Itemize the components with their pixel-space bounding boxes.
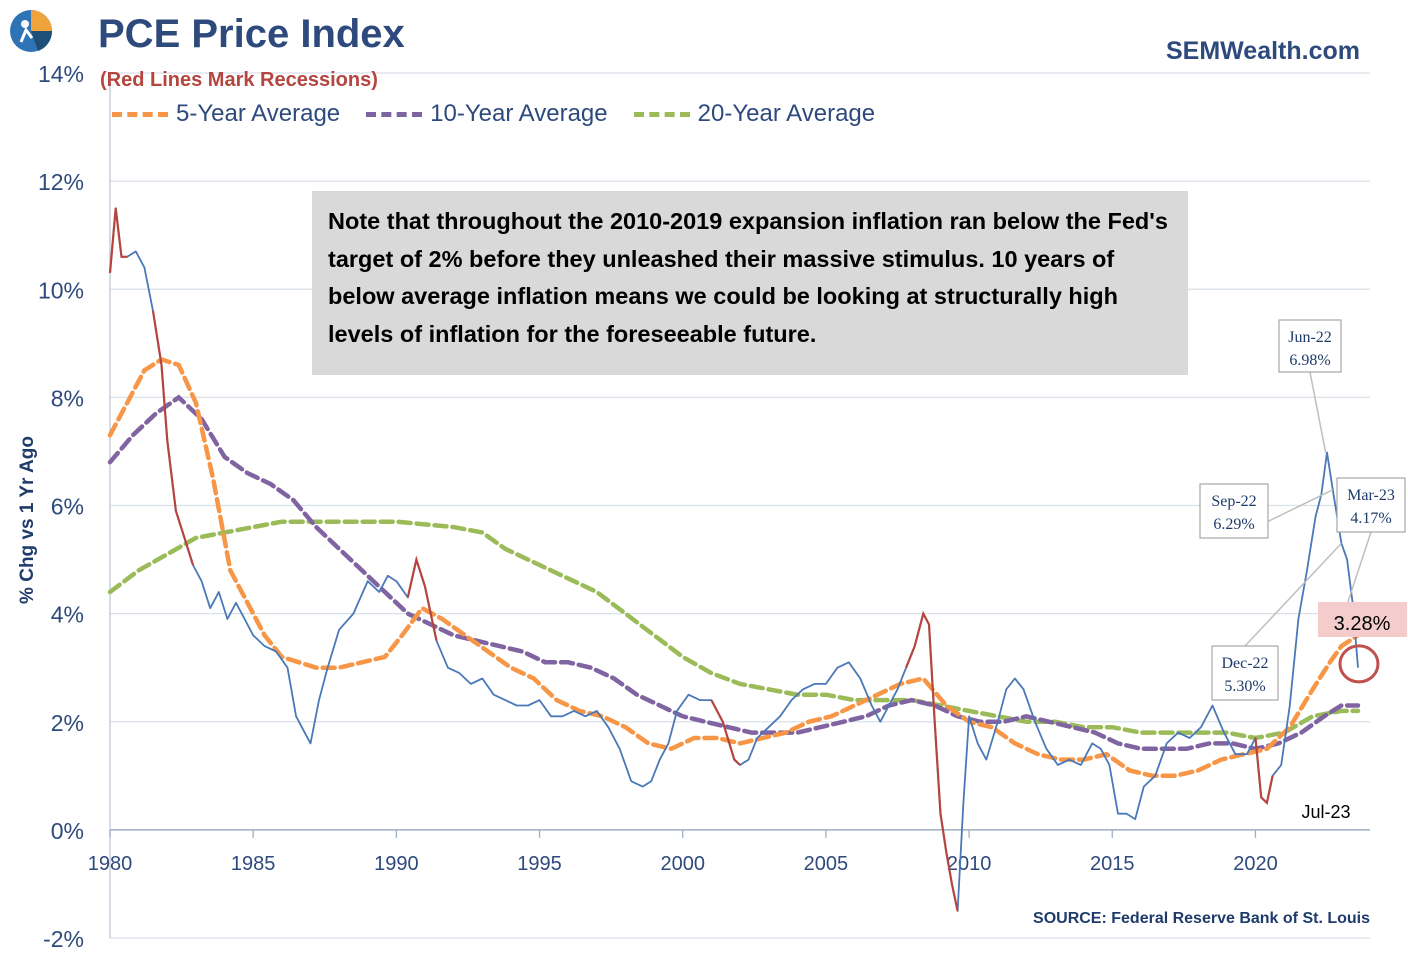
y-tick-label: 10% xyxy=(38,277,84,303)
callout-date: Mar-23 xyxy=(1347,487,1395,504)
callout-date: Dec-22 xyxy=(1221,655,1268,672)
legend-label-20yr: 20-Year Average xyxy=(697,100,876,127)
recession-line xyxy=(905,610,959,912)
legend-label-10yr: 10-Year Average xyxy=(430,100,608,127)
x-tick-label: 2010 xyxy=(947,853,992,875)
source-label: SOURCE: Federal Reserve Bank of St. Loui… xyxy=(1033,910,1370,927)
brand-label: SEMWealth.com xyxy=(1165,37,1360,65)
callout-leader xyxy=(1309,371,1327,453)
legend-label-5yr: 5-Year Average xyxy=(176,100,341,127)
note-box: Note that throughout the 2010-2019 expan… xyxy=(312,191,1188,375)
legend-item-20yr: 20-Year Average xyxy=(633,100,876,128)
series-line-avg5 xyxy=(107,357,1361,779)
callout-value: 4.17% xyxy=(1350,510,1391,527)
x-tick-label: 1995 xyxy=(517,853,562,875)
legend-item-10yr: 10-Year Average xyxy=(366,100,608,128)
x-tick-label: 2015 xyxy=(1090,853,1135,875)
legend-item-5yr: 5-Year Average xyxy=(112,100,340,128)
semwealth-logo-icon xyxy=(10,10,53,52)
y-tick-label: 0% xyxy=(51,818,84,844)
series-line-avg10 xyxy=(107,394,1361,752)
series-line-pce xyxy=(109,207,1359,912)
legend-swatch-10yr xyxy=(366,111,423,117)
y-tick-label: -2% xyxy=(43,926,84,952)
callout-value: 6.29% xyxy=(1213,516,1254,533)
recession-line xyxy=(710,699,741,766)
y-tick-label: 8% xyxy=(51,385,84,411)
recession-line xyxy=(406,555,438,641)
series-line-avg20 xyxy=(107,519,1361,741)
callout-box xyxy=(1211,645,1279,701)
x-tick-label: 2000 xyxy=(660,853,705,875)
y-tick-label: 12% xyxy=(38,169,84,195)
y-tick-label: 2% xyxy=(51,710,84,736)
callout-date: Sep-22 xyxy=(1211,493,1256,510)
callout-value: 5.30% xyxy=(1224,678,1265,695)
recession-line xyxy=(108,208,128,274)
callout-box xyxy=(1278,319,1342,373)
callout-date: Jun-22 xyxy=(1288,329,1332,346)
chart-title: PCE Price Index xyxy=(98,12,405,56)
y-tick-label: 4% xyxy=(51,602,84,628)
x-tick-label: 1985 xyxy=(231,853,276,875)
highlight-box xyxy=(1318,602,1407,637)
legend-swatch-5yr xyxy=(112,111,168,117)
legend: 5-Year Average 10-Year Average 20-Year A… xyxy=(112,100,875,128)
y-tick-label: 6% xyxy=(51,494,84,520)
y-axis-label: % Chg vs 1 Yr Ago xyxy=(17,436,38,604)
chart-subtitle: (Red Lines Mark Recessions) xyxy=(100,69,378,91)
jul23-label: Jul-23 xyxy=(1301,802,1350,822)
callout-value: 6.98% xyxy=(1289,352,1330,369)
callout-box xyxy=(1336,477,1406,533)
latest-point-circle xyxy=(1338,644,1380,684)
callout-leader xyxy=(1244,542,1342,647)
x-tick-label: 2005 xyxy=(804,853,849,875)
y-tick-label: 14% xyxy=(38,61,84,87)
recession-line xyxy=(151,310,195,566)
x-tick-label: 1980 xyxy=(88,853,133,875)
latest-value-label: 3.28% xyxy=(1334,613,1391,635)
legend-swatch-20yr xyxy=(633,111,690,117)
callout-box xyxy=(1199,483,1269,539)
x-tick-label: 1990 xyxy=(374,853,419,875)
recession-line xyxy=(1254,737,1274,805)
callout-leader xyxy=(1346,531,1372,605)
x-tick-label: 2020 xyxy=(1233,853,1278,875)
